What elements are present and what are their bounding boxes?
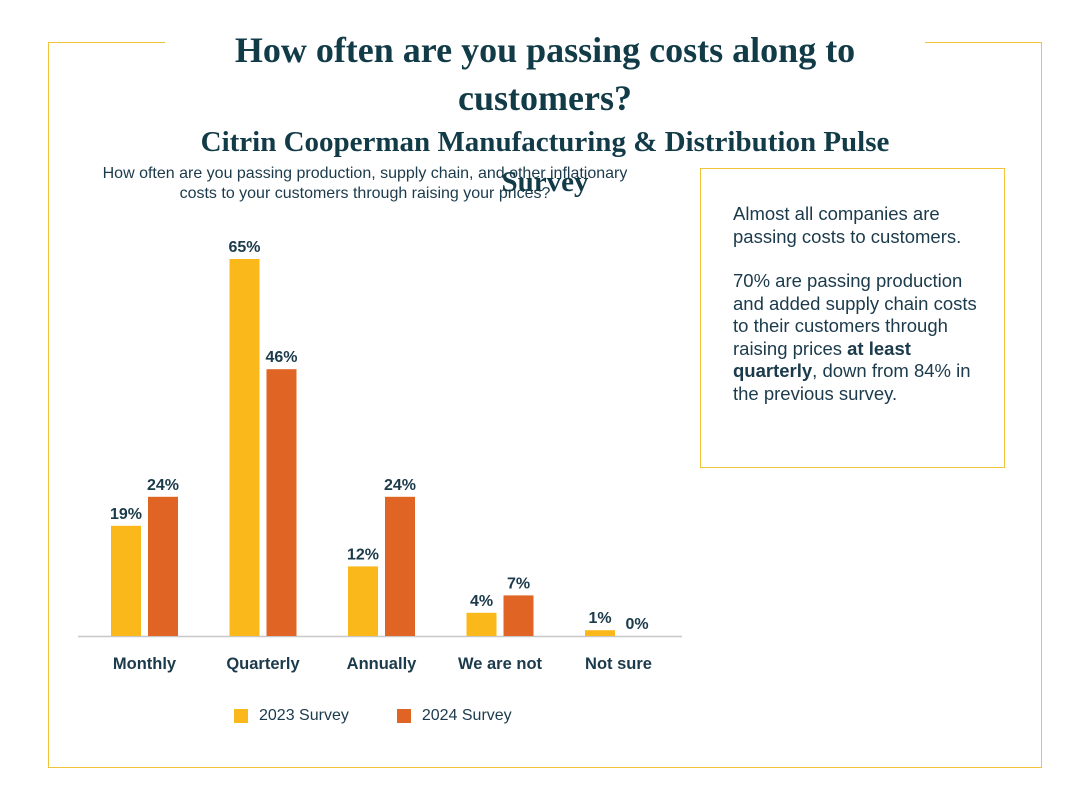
category-label-we-are-not: We are not (458, 655, 543, 673)
page-subtitle: Citrin Cooperman Manufacturing & Distrib… (200, 126, 890, 198)
bar-annually-2023-survey (348, 566, 378, 636)
category-label-not-sure: Not sure (585, 655, 652, 673)
callout-paragraph-2-bold: at least quarterly (733, 337, 911, 382)
legend-swatch-2023 (234, 709, 248, 723)
legend-swatch-2024 (396, 709, 411, 723)
value-label-quarterly-2024-survey: 46% (265, 349, 297, 366)
chart-legend: 2023 Survey 2024 Survey (234, 704, 560, 728)
value-label-we-are-not-2024-survey: 7% (507, 575, 530, 592)
bar-monthly-2024-survey (148, 496, 178, 636)
category-labels-group: Monthly Quarterly Annually We are not Not su… (113, 655, 652, 673)
value-label-not-sure-2023-survey: 1% (588, 610, 611, 627)
value-label-annually-2023-survey: 12% (347, 546, 379, 563)
legend-label-2024: 2024 Survey (421, 707, 512, 724)
bar-monthly-2023-survey (111, 525, 141, 636)
callout-paragraph-2-prefix: 70% are passing production and added sup… (733, 270, 977, 359)
category-label-monthly: Monthly (113, 655, 177, 673)
category-label-annually: Annually (347, 655, 417, 673)
callout-paragraph-2-suffix: , down from 84% in the previous survey. (733, 360, 971, 404)
bar-annually-2024-survey (385, 496, 415, 636)
bar-not-sure-2023-survey (585, 630, 615, 636)
bar-we-are-not-2024-survey (503, 595, 534, 636)
bar-quarterly-2023-survey (229, 259, 260, 636)
legend-item-2024: 2024 Survey (396, 707, 512, 725)
category-label-quarterly: Quarterly (226, 655, 300, 673)
value-label-monthly-2024-survey: 24% (147, 477, 179, 494)
callout-paragraph-1: Almost all companies are passing costs t… (733, 203, 962, 247)
value-label-annually-2024-survey: 24% (384, 477, 416, 494)
value-labels-group: 19% 24% 65% 46% 12% 24% 4% 7% 1% 0% (110, 239, 649, 633)
value-label-monthly-2023-survey: 19% (110, 506, 142, 523)
bars-group (111, 259, 615, 636)
legend-label-2023: 2023 Survey (259, 707, 349, 724)
bar-quarterly-2024-survey (266, 369, 297, 636)
header: How often are you passing costs along to… (165, 26, 925, 202)
callout-paragraph-2: 70% are passing production and added sup… (733, 270, 984, 405)
callout-box: Almost all companies are passing costs t… (700, 168, 1005, 468)
value-label-quarterly-2023-survey: 65% (228, 239, 260, 256)
page-title: How often are you passing costs along to… (234, 30, 856, 118)
chart-title: How often are you passing production, su… (102, 165, 628, 202)
value-label-we-are-not-2023-survey: 4% (470, 593, 493, 610)
bar-we-are-not-2023-survey (466, 612, 497, 636)
legend-item-2023: 2023 Survey (234, 707, 349, 725)
value-label-not-sure-2024-survey: 0% (625, 616, 648, 633)
